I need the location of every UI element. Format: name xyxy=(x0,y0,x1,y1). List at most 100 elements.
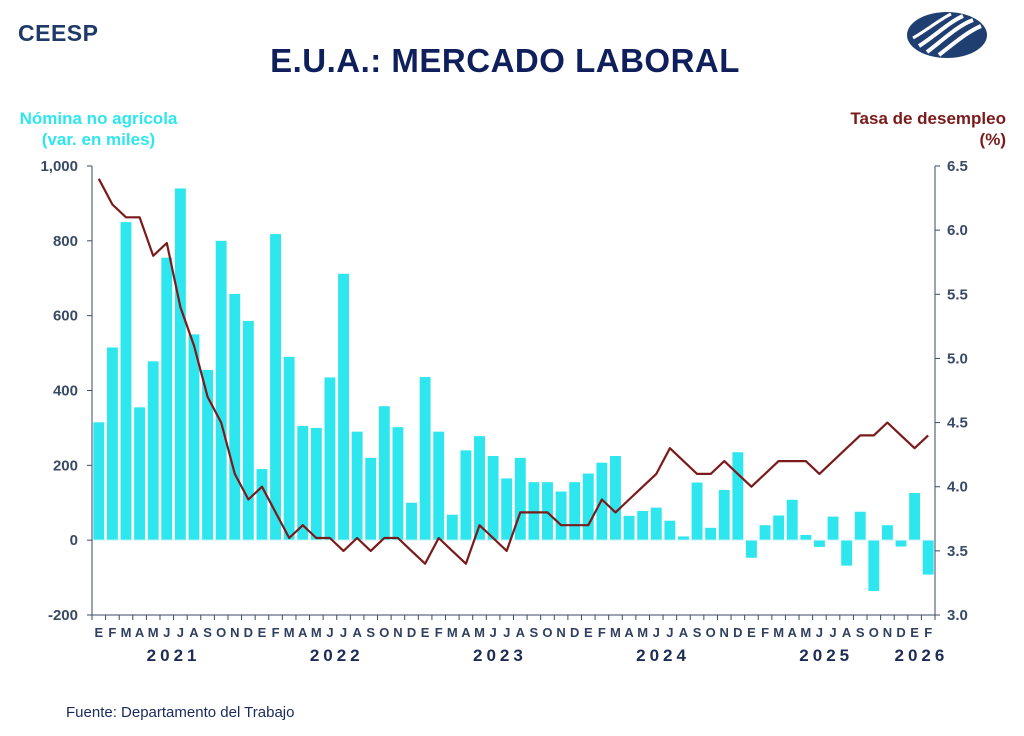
month-label-22: N xyxy=(393,625,402,640)
bar-nomina-45 xyxy=(705,527,717,541)
year-label-2: 2023 xyxy=(473,646,527,665)
month-label-51: A xyxy=(788,625,798,640)
combo-chart: -200 0 200 400 600 800 1,000 3.0 3.5 4.0 4.5 5.0 5.5… xyxy=(40,158,968,665)
bar-nomina-35 xyxy=(569,482,581,541)
bar-nomina-7 xyxy=(188,334,200,541)
month-label-52: M xyxy=(800,625,811,640)
month-label-48: E xyxy=(747,625,756,640)
bar-nomina-17 xyxy=(324,377,336,541)
bar-nomina-36 xyxy=(582,473,594,541)
bar-nomina-43 xyxy=(678,536,689,541)
bar-nomina-0 xyxy=(93,422,105,541)
month-label-19: A xyxy=(352,625,362,640)
month-label-26: M xyxy=(447,625,458,640)
year-label-4: 2025 xyxy=(799,646,853,665)
month-label-12: E xyxy=(258,625,267,640)
bar-nomina-13 xyxy=(270,234,281,541)
month-label-57: O xyxy=(869,625,879,640)
month-label-21: O xyxy=(379,625,389,640)
bar-nomina-15 xyxy=(297,426,309,541)
month-label-2: M xyxy=(121,625,132,640)
left-axis-label-line1: Nómina no agrícola xyxy=(19,109,178,128)
left-tick-label-4: 600 xyxy=(53,308,78,325)
bar-nomina-47 xyxy=(732,452,744,541)
right-axis-label-line1: Tasa de desempleo xyxy=(850,109,1006,128)
bar-nomina-60 xyxy=(909,493,921,541)
month-label-24: E xyxy=(421,625,430,640)
bar-nomina-27 xyxy=(460,450,472,541)
left-axis-label-line2: (var. en miles) xyxy=(41,130,156,149)
year-label-0: 2021 xyxy=(147,646,201,665)
month-label-15: A xyxy=(298,625,308,640)
left-tick-label-0: -200 xyxy=(48,607,78,624)
left-tick-label-1: 0 xyxy=(70,532,78,549)
month-label-43: A xyxy=(679,625,689,640)
month-label-60: E xyxy=(910,625,919,640)
bar-nomina-1 xyxy=(106,347,118,541)
month-label-58: N xyxy=(883,625,892,640)
bar-nomina-56 xyxy=(854,511,866,541)
month-label-27: A xyxy=(461,625,471,640)
month-label-46: N xyxy=(720,625,729,640)
bar-nomina-52 xyxy=(800,534,812,541)
right-tick-label-3: 4.5 xyxy=(947,415,968,432)
month-label-23: D xyxy=(407,625,416,640)
right-tick-label-2: 4.0 xyxy=(947,479,968,496)
month-label-14: M xyxy=(284,625,295,640)
month-label-37: F xyxy=(598,625,606,640)
month-label-55: A xyxy=(842,625,852,640)
month-label-0: E xyxy=(94,625,103,640)
left-tick-label-6: 1,000 xyxy=(40,158,78,175)
bar-nomina-25 xyxy=(433,431,445,541)
month-label-47: D xyxy=(733,625,742,640)
month-label-54: J xyxy=(829,625,836,640)
month-label-45: O xyxy=(706,625,716,640)
month-label-53: J xyxy=(816,625,823,640)
month-label-9: O xyxy=(216,625,226,640)
bar-nomina-21 xyxy=(378,406,390,541)
month-label-56: S xyxy=(856,625,865,640)
bar-nomina-14 xyxy=(283,356,295,541)
right-axis-label-line2: (%) xyxy=(979,130,1006,149)
left-axis-label: Nómina no agrícola (var. en miles) xyxy=(6,108,191,150)
month-label-39: A xyxy=(624,625,634,640)
bar-nomina-8 xyxy=(202,369,214,541)
month-label-32: S xyxy=(530,625,539,640)
bar-nomina-2 xyxy=(120,222,132,541)
month-label-3: A xyxy=(135,625,145,640)
bar-nomina-57 xyxy=(868,540,880,592)
bar-nomina-32 xyxy=(528,482,540,541)
year-label-1: 2022 xyxy=(310,646,364,665)
right-tick-label-5: 5.5 xyxy=(947,286,968,303)
bar-nomina-51 xyxy=(786,499,798,541)
source-note: Fuente: Departamento del Trabajo xyxy=(66,704,295,721)
month-label-35: D xyxy=(570,625,579,640)
year-label-3: 2024 xyxy=(636,646,690,665)
bar-nomina-38 xyxy=(610,455,621,541)
month-label-18: J xyxy=(340,625,347,640)
right-tick-label-1: 3.5 xyxy=(947,543,968,560)
month-label-4: M xyxy=(148,625,159,640)
month-label-41: J xyxy=(653,625,660,640)
bar-nomina-50 xyxy=(773,515,785,541)
bar-nomina-18 xyxy=(338,273,349,541)
month-label-1: F xyxy=(108,625,116,640)
bar-nomina-44 xyxy=(691,482,703,541)
bar-nomina-5 xyxy=(161,257,173,541)
right-tick-label-7: 6.5 xyxy=(947,158,968,175)
line-desempleo xyxy=(97,178,929,565)
bar-nomina-30 xyxy=(501,478,513,541)
bar-nomina-28 xyxy=(474,436,485,541)
month-label-36: E xyxy=(584,625,593,640)
brand-name: CEESP xyxy=(18,20,99,46)
bar-nomina-16 xyxy=(310,427,322,541)
bar-nomina-29 xyxy=(487,455,499,541)
month-label-44: S xyxy=(693,625,702,640)
bar-nomina-26 xyxy=(446,514,458,541)
bar-nomina-19 xyxy=(351,431,363,541)
left-tick-label-2: 200 xyxy=(53,457,78,474)
month-label-8: S xyxy=(203,625,212,640)
month-label-29: J xyxy=(489,625,496,640)
month-label-28: M xyxy=(474,625,485,640)
bar-nomina-59 xyxy=(895,540,907,547)
